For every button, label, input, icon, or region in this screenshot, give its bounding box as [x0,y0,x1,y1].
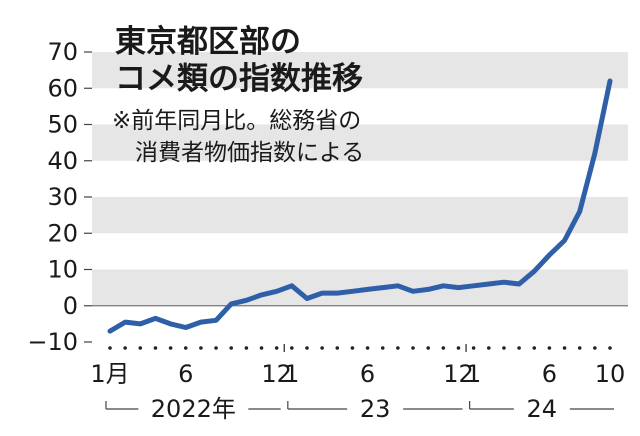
month-dot [441,346,446,350]
grid-band [92,124,628,161]
month-dot [320,346,324,350]
month-dot [502,346,506,350]
grid-band [92,197,628,234]
month-dot [471,346,476,350]
month-dot [199,346,203,350]
month-dot [486,346,491,350]
month-dot [108,346,112,350]
month-dot [335,346,340,350]
month-dot [411,346,415,350]
month-dot [168,346,173,350]
month-dot [426,346,430,350]
month-dot [259,346,264,350]
month-dot [562,346,567,350]
y-tick-label: 70 [47,38,78,66]
month-dot [532,346,537,350]
chart-title: 東京都区部の コメ類の指数推移 ※前年同月比。総務省の 消費者物価指数による [112,24,364,166]
year-groups: 2022年 23 24 [105,395,614,423]
note-line-2: 消費者物価指数による [135,140,364,166]
x-tick-label: 10 [595,360,626,388]
y-tick-label: 10 [47,256,78,284]
month-dot [593,346,597,350]
month-dot [365,346,370,350]
y-tick-label: 0 [63,292,78,320]
x-tick-label: 1 [466,360,481,388]
month-dot [153,346,158,350]
month-dot [183,346,188,350]
series-line [107,78,613,334]
note-line-1: ※前年同月比。総務省の [112,108,361,134]
x-tick-label: 12 [443,360,474,388]
y-axis-ticks: −10 0 10 20 30 40 50 60 70 [27,38,92,356]
y-tick-label: 50 [47,111,78,139]
year-label: 2022年 [151,395,236,423]
x-axis: 1月 6 121 6 121 6 10 [90,344,625,388]
series-layer [107,78,613,334]
x-tick-label: 1月 [90,360,129,388]
x-tick-label: 1 [284,360,299,388]
month-dot [305,346,309,350]
x-tick-label: 12 [261,360,292,388]
x-tick-label: 6 [178,360,193,388]
month-dot [138,346,143,350]
y-tick-label: 40 [47,147,78,175]
month-dot [274,346,279,350]
month-dot [229,346,234,350]
title-line-2: コメ類の指数推移 [115,61,363,97]
month-dot [456,346,461,350]
title-line-1: 東京都区部の [115,24,301,60]
year-label: 23 [360,395,391,423]
month-dot [547,346,552,350]
month-dot [380,346,385,350]
month-dot [350,346,355,350]
year-label: 24 [527,395,558,423]
month-dot [577,346,582,350]
x-tick-label: 6 [542,360,557,388]
month-dot [290,346,294,350]
grid-band [92,269,628,306]
month-dot [608,346,612,350]
y-tick-label: 60 [47,74,78,102]
grid-bands [92,52,628,307]
month-dot [244,346,249,350]
month-dot [214,346,218,350]
month-dot [396,346,400,350]
y-tick-label: 30 [47,183,78,211]
y-tick-label: −10 [27,328,78,356]
month-dot [517,346,521,350]
grid-band [92,52,628,89]
y-tick-label: 20 [47,219,78,247]
month-dot [123,346,127,350]
x-tick-label: 6 [360,360,375,388]
